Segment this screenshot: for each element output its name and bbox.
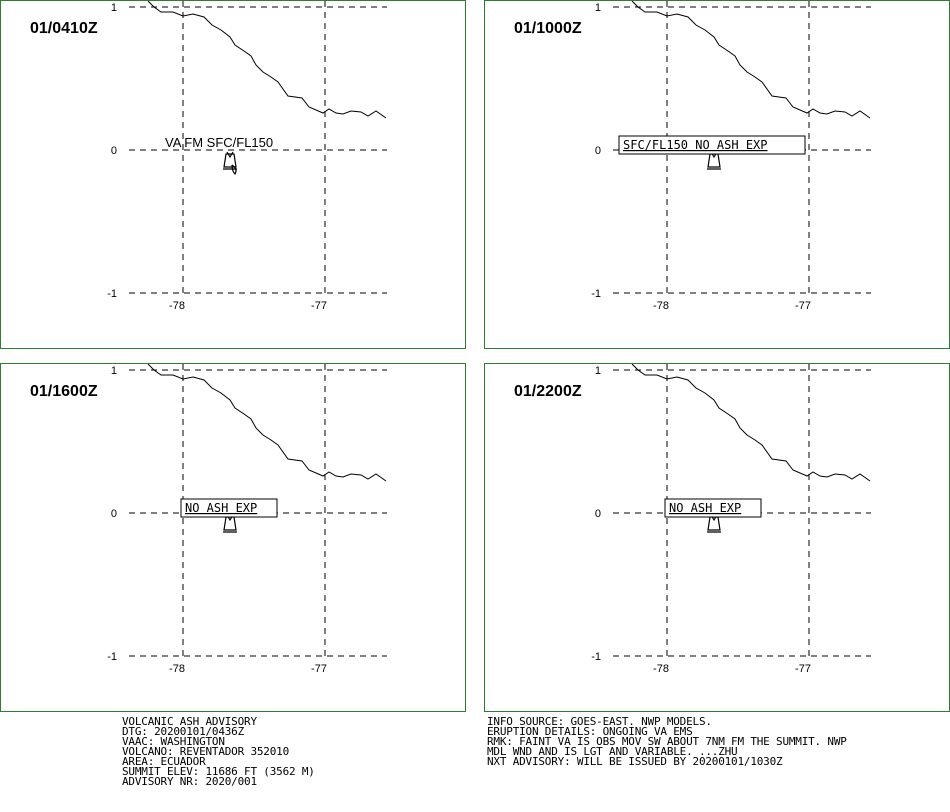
lon-tick-label: -77 — [311, 663, 327, 675]
coastline — [147, 1, 387, 119]
lat-tick-label: 0 — [595, 145, 601, 157]
advisory-line: AREA: ECUADOR — [122, 755, 206, 768]
advisory-line: DTG: 20200101/0436Z — [122, 725, 245, 738]
panel-time: 01/1000Z — [514, 20, 582, 37]
advisory-line: SUMMIT ELEV: 11686 FT (3562 M) — [122, 765, 315, 778]
ash-status-label: NO ASH EXP — [669, 501, 741, 515]
panel-time: 01/1600Z — [30, 383, 98, 400]
lon-tick-label: -78 — [169, 663, 185, 675]
volcano-icon — [707, 514, 721, 533]
lat-tick-label: -1 — [591, 651, 601, 663]
lon-tick-label: -78 — [169, 300, 185, 312]
lat-tick-label: 1 — [595, 2, 601, 14]
lon-tick-label: -77 — [795, 300, 811, 312]
map-canvas: 1 0 -1 -78 -77 SFC/FL150 NO ASH EXP — [591, 1, 871, 312]
coastline — [631, 1, 871, 119]
lon-tick-label: -78 — [653, 300, 669, 312]
map-panel-4: 1 0 -1 -78 -77 NO ASH EXP 01/2200Z — [484, 363, 950, 712]
volcano-icon — [223, 151, 237, 175]
lat-tick-label: 0 — [595, 508, 601, 520]
lat-tick-label: -1 — [107, 288, 117, 300]
lon-tick-label: -77 — [311, 300, 327, 312]
coastline — [147, 364, 387, 482]
volcano-icon — [707, 151, 721, 170]
advisory-line: INFO SOURCE: GOES-EAST. NWP MODELS. — [487, 715, 712, 728]
lat-tick-label: 1 — [111, 365, 117, 377]
advisory-line: VAAC: WASHINGTON — [122, 735, 225, 748]
advisory-line: RMK: FAINT VA IS OBS MOV SW ABOUT 7NM FM… — [487, 735, 847, 748]
ash-status-label: NO ASH EXP — [185, 501, 257, 515]
advisory-line: NXT ADVISORY: WILL BE ISSUED BY 20200101… — [487, 755, 783, 768]
advisory-line: VOLCANIC ASH ADVISORY — [122, 715, 257, 728]
advisory-left: VOLCANIC ASH ADVISORY DTG: 20200101/0436Z… — [122, 715, 315, 788]
lon-tick-label: -77 — [795, 663, 811, 675]
map-panel-1: 1 0 -1 -78 -77 VA FM SFC/FL150 01/0410Z — [0, 0, 466, 349]
volcano-icon — [223, 514, 237, 533]
label-box — [664, 498, 762, 518]
lat-tick-label: 0 — [111, 145, 117, 157]
label-box — [180, 498, 278, 518]
advisory-line: MDL WND AND IS LGT AND VARIABLE. ...ZHU — [487, 745, 738, 758]
lat-tick-label: -1 — [107, 651, 117, 663]
map-panel-2: 1 0 -1 -78 -77 SFC/FL150 NO ASH EXP 01/1000Z — [484, 0, 950, 349]
panel-time: 01/0410Z — [30, 20, 98, 37]
ash-extent-label: VA FM SFC/FL150 — [165, 135, 273, 150]
lat-tick-label: -1 — [591, 288, 601, 300]
advisory-line: ADVISORY NR: 2020/001 — [122, 775, 257, 788]
map-canvas: 1 0 -1 -78 -77 NO ASH EXP — [107, 364, 387, 675]
lat-tick-label: 0 — [111, 508, 117, 520]
map-canvas: 1 0 -1 -78 -77 NO ASH EXP — [591, 364, 871, 675]
map-panel-3: 1 0 -1 -78 -77 NO ASH EXP 01/1600Z — [0, 363, 466, 712]
advisory-right: INFO SOURCE: GOES-EAST. NWP MODELS. ERUPT… — [487, 715, 847, 768]
label-box — [618, 135, 806, 155]
lon-tick-label: -78 — [653, 663, 669, 675]
panel-time: 01/2200Z — [514, 383, 582, 400]
coastline — [631, 364, 871, 482]
lat-tick-label: 1 — [595, 365, 601, 377]
advisory-line: VOLCANO: REVENTADOR 352010 — [122, 745, 289, 758]
lat-tick-label: 1 — [111, 2, 117, 14]
ash-status-label: SFC/FL150 NO ASH EXP — [623, 138, 768, 152]
map-canvas: 1 0 -1 -78 -77 VA FM SFC/FL150 — [107, 1, 387, 312]
advisory-line: ERUPTION DETAILS: ONGOING VA EMS — [487, 725, 693, 738]
